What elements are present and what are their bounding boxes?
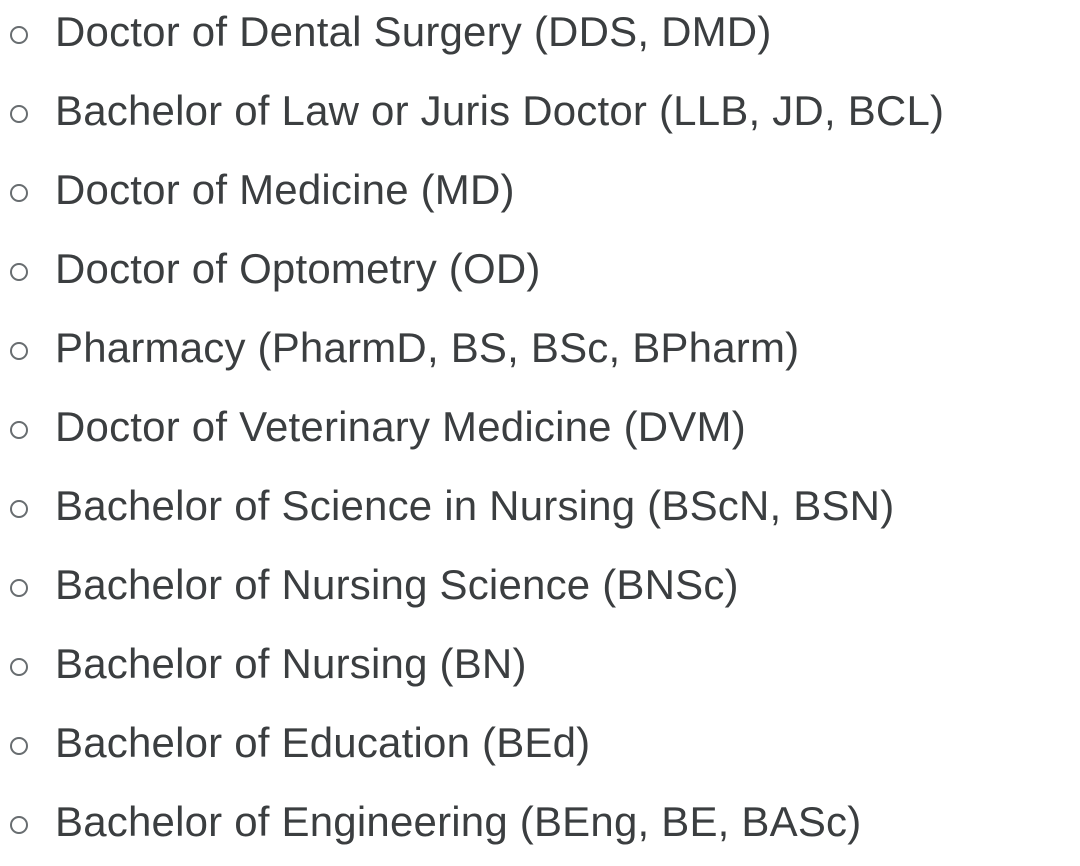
list-item-label: Bachelor of Law or Juris Doctor (LLB, JD… [55,86,945,134]
list-item: Doctor of Optometry (OD) [10,229,1080,308]
list-item: Bachelor of Science in Nursing (BScN, BS… [10,466,1080,545]
circle-bullet-icon [10,736,28,755]
list-item-label: Bachelor of Education (BEd) [55,718,591,766]
list-item: Pharmacy (PharmD, BS, BSc, BPharm) [10,308,1080,387]
list-item: Bachelor of Law or Juris Doctor (LLB, JD… [10,71,1080,150]
list-item: Doctor of Dental Surgery (DDS, DMD) [10,0,1080,71]
list-item-label: Bachelor of Science in Nursing (BScN, BS… [55,481,895,529]
list-item: Bachelor of Nursing (BN) [10,624,1080,703]
list-item-label: Bachelor of Engineering (BEng, BE, BASc) [55,797,862,845]
list-item: Doctor of Medicine (MD) [10,150,1080,229]
circle-bullet-icon [10,341,28,360]
circle-bullet-icon [10,104,28,123]
list-item-label: Pharmacy (PharmD, BS, BSc, BPharm) [55,323,800,371]
list-item: Doctor of Veterinary Medicine (DVM) [10,387,1080,466]
circle-bullet-icon [10,815,28,834]
circle-bullet-icon [10,578,28,597]
circle-bullet-icon [10,657,28,676]
list-item-label: Bachelor of Nursing (BN) [55,639,527,687]
circle-bullet-icon [10,499,28,518]
list-item-label: Doctor of Optometry (OD) [55,244,541,292]
circle-bullet-icon [10,262,28,281]
list-item-label: Bachelor of Nursing Science (BNSc) [55,560,739,608]
circle-bullet-icon [10,25,28,44]
list-item: Bachelor of Education (BEd) [10,703,1080,782]
list-item-label: Doctor of Veterinary Medicine (DVM) [55,402,746,450]
list-item: Bachelor of Engineering (BEng, BE, BASc) [10,782,1080,861]
circle-bullet-icon [10,420,28,439]
list-item-label: Doctor of Dental Surgery (DDS, DMD) [55,7,772,55]
list-item-label: Doctor of Medicine (MD) [55,165,515,213]
circle-bullet-icon [10,183,28,202]
list-item: Bachelor of Nursing Science (BNSc) [10,545,1080,624]
